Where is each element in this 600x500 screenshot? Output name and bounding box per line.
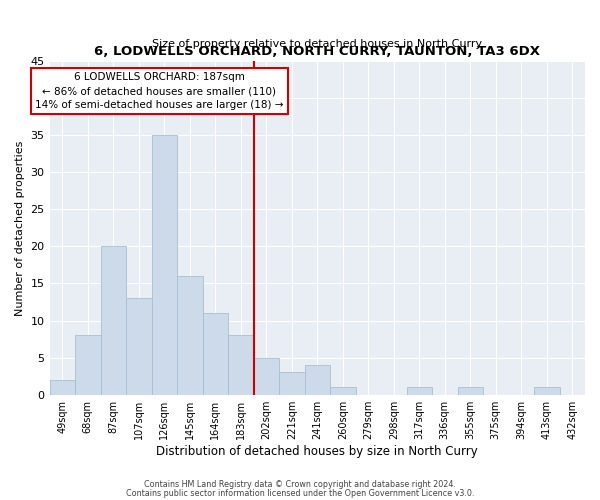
Bar bbox=[228, 336, 254, 394]
Bar bbox=[279, 372, 305, 394]
X-axis label: Distribution of detached houses by size in North Curry: Distribution of detached houses by size … bbox=[157, 444, 478, 458]
Bar bbox=[305, 365, 330, 394]
Bar bbox=[534, 388, 560, 394]
Bar bbox=[254, 358, 279, 395]
Text: Contains HM Land Registry data © Crown copyright and database right 2024.: Contains HM Land Registry data © Crown c… bbox=[144, 480, 456, 489]
Bar bbox=[203, 313, 228, 394]
Bar bbox=[101, 246, 126, 394]
Title: 6, LODWELLS ORCHARD, NORTH CURRY, TAUNTON, TA3 6DX: 6, LODWELLS ORCHARD, NORTH CURRY, TAUNTO… bbox=[94, 46, 540, 59]
Bar bbox=[50, 380, 75, 394]
Bar bbox=[407, 388, 432, 394]
Text: Size of property relative to detached houses in North Curry: Size of property relative to detached ho… bbox=[152, 40, 482, 50]
Bar bbox=[126, 298, 152, 394]
Bar bbox=[330, 388, 356, 394]
Text: Contains public sector information licensed under the Open Government Licence v3: Contains public sector information licen… bbox=[126, 489, 474, 498]
Bar bbox=[152, 135, 177, 394]
Bar bbox=[458, 388, 483, 394]
Y-axis label: Number of detached properties: Number of detached properties bbox=[15, 140, 25, 316]
Bar bbox=[75, 336, 101, 394]
Text: 6 LODWELLS ORCHARD: 187sqm
← 86% of detached houses are smaller (110)
14% of sem: 6 LODWELLS ORCHARD: 187sqm ← 86% of deta… bbox=[35, 72, 283, 110]
Bar bbox=[177, 276, 203, 394]
